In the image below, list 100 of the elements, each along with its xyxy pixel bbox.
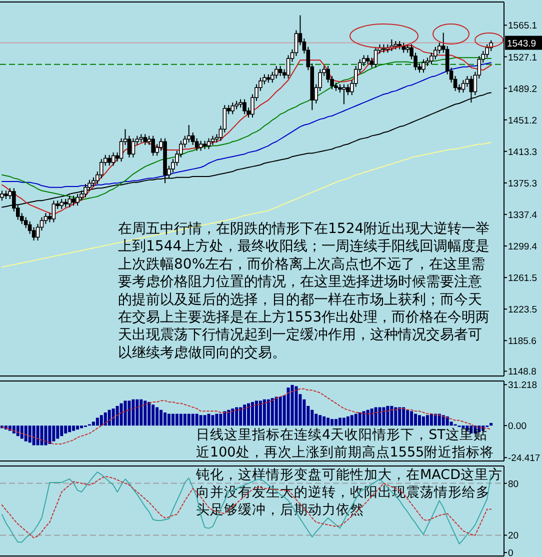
bar [290,384,294,426]
bar [211,415,214,426]
bar [426,415,429,426]
y-tick-label: 0.00 [508,421,526,432]
candlestick [230,102,235,115]
bar [386,406,390,426]
bar [270,398,274,426]
bar [262,399,266,426]
bar [48,426,52,444]
bar [92,422,95,426]
bar [247,403,250,426]
bar [160,410,163,426]
bar [235,407,238,426]
candlestick [402,42,406,54]
bar [231,408,234,426]
bar [136,399,139,426]
bar [96,418,99,426]
bar [394,407,398,426]
bar [430,414,433,426]
bar [44,426,48,446]
candlestick [206,138,211,150]
bar [286,388,290,426]
bar [24,426,28,442]
bar [124,400,127,426]
bar [254,400,258,426]
bar [148,402,151,426]
bar [104,412,107,426]
bar [227,410,230,426]
bar [342,418,346,426]
bar [278,396,282,426]
bar [164,412,167,426]
candlestick [143,134,148,146]
y-tick-label: 1489.2 [508,84,538,95]
bar [132,399,135,426]
bar [326,418,330,426]
candlestick [278,65,282,76]
bar [374,407,378,426]
candlestick [0,190,4,202]
bar [80,426,84,428]
bar [410,411,414,426]
candlestick [28,220,32,234]
bar [171,414,174,426]
y-tick-label: 1223.5 [508,304,538,316]
bar [250,402,254,426]
bar [462,426,465,428]
candlestick [36,223,40,242]
bar [362,411,366,426]
bar [366,410,370,426]
bar [152,404,155,426]
bar [310,410,314,426]
bar [223,411,226,426]
bar [219,414,222,426]
bar [187,414,190,426]
bar [338,418,342,426]
y-tick-label: 1451.2 [508,115,538,126]
bar [322,416,326,426]
bar [354,414,358,426]
bar [382,407,386,426]
y-tick-label: 1185.6 [508,336,536,348]
bar [36,426,40,446]
y-tick-label: 1565.1 [508,20,538,32]
bar [442,415,445,426]
y-tick-label: 31.218 [508,380,538,392]
bar [334,419,338,426]
bar [20,426,24,439]
bar [56,426,60,439]
candlestick [107,154,112,166]
candlestick [60,198,64,210]
candlestick [131,138,136,158]
bar [191,414,194,426]
bar [438,414,441,426]
candlestick [151,135,155,156]
bar [406,410,410,426]
bar [112,408,115,426]
bar [390,406,394,426]
bar [64,426,68,434]
y-tick-label: 1337.4 [508,210,538,221]
y-tick-label: 80 [508,478,519,490]
y-tick-label: 20 [508,530,519,542]
bar [52,426,56,442]
bar [68,426,72,432]
bar [28,426,32,443]
y-tick-label: 1527.1 [508,52,538,64]
bar [140,399,143,426]
y-tick-label: 1375.3 [508,178,538,190]
bar [378,407,382,426]
bar [346,416,350,426]
bar [239,407,242,426]
candlestick [274,65,278,79]
bar [422,416,425,426]
bar [398,407,402,426]
bar [434,414,437,426]
bar [402,407,406,426]
candlestick [485,44,489,58]
bar [490,422,493,426]
bar [100,415,103,426]
bar [72,426,76,431]
bar [144,400,147,426]
bar [167,414,170,426]
bar [207,414,210,426]
